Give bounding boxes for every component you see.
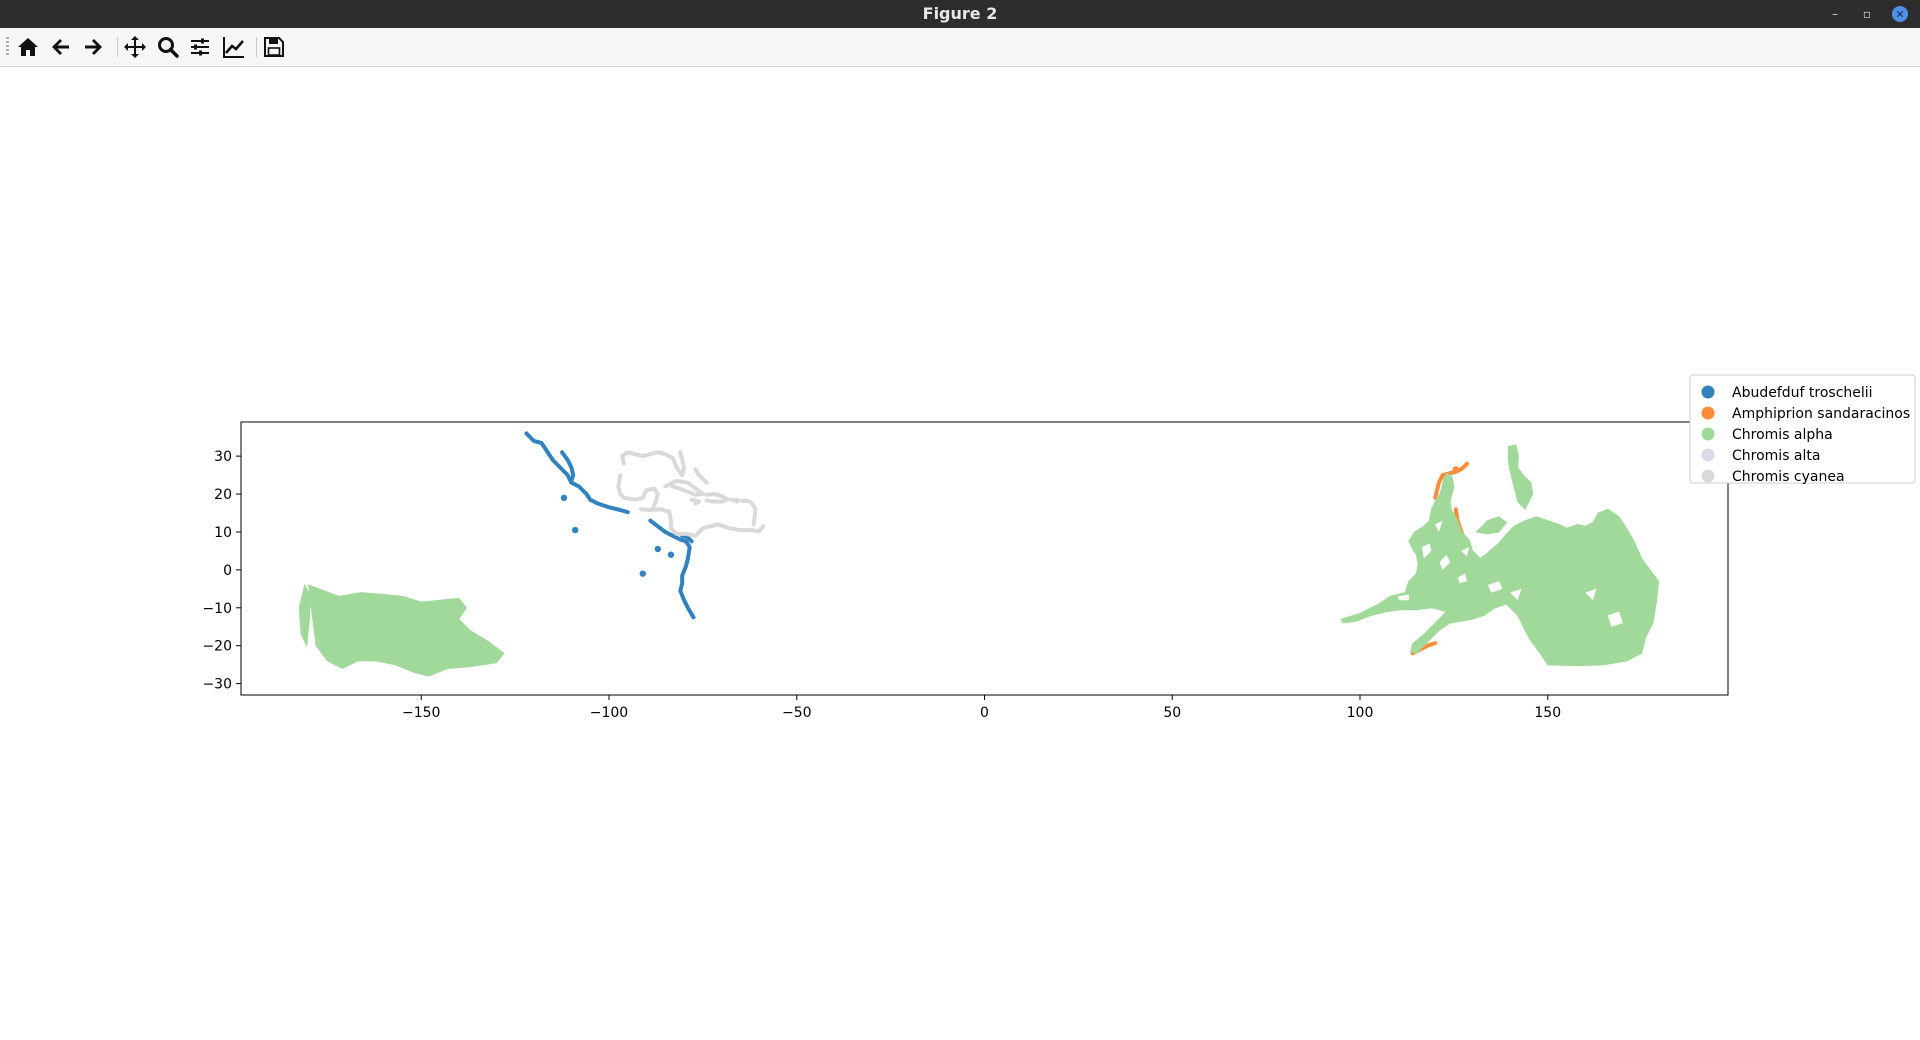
toolbar-separator (117, 37, 118, 57)
x-tick-label: −150 (402, 705, 440, 721)
home-button[interactable] (14, 33, 42, 61)
island-gap (1397, 594, 1409, 601)
island-gap (1439, 554, 1451, 570)
range-point (560, 494, 568, 502)
island-gap (1435, 520, 1443, 532)
range-coastline (729, 497, 741, 504)
y-tick-label: −30 (202, 677, 232, 693)
legend-label: Chromis cyanea (1732, 469, 1845, 485)
series-chromis-cyanea (616, 450, 765, 538)
legend-marker (1701, 469, 1715, 483)
series-chromis-alpha (298, 444, 1660, 677)
range-coastline (667, 509, 765, 538)
y-tick-label: 30 (214, 449, 232, 465)
toolbar-separator (256, 37, 257, 57)
save-icon (264, 37, 284, 57)
y-tick-label: −10 (202, 601, 232, 617)
home-icon (18, 38, 38, 56)
legend-label: Amphiprion sandaracinos (1732, 406, 1910, 422)
y-axis: −30 −20 −10 0 10 20 30 (202, 449, 241, 693)
island-gap (1510, 588, 1522, 601)
subplots-icon (191, 38, 209, 56)
island-gap (1585, 588, 1597, 601)
range-point (639, 570, 646, 577)
navigation-toolbar (0, 28, 1920, 67)
pan-icon (124, 36, 146, 58)
x-tick-label: −100 (590, 705, 628, 721)
forward-icon (85, 39, 102, 55)
range-polygon (298, 583, 312, 648)
island-gap (1375, 581, 1383, 589)
x-tick-label: 100 (1347, 705, 1374, 721)
window-titlebar: Figure 2 – ▫ ✕ (0, 0, 1920, 28)
back-button[interactable] (47, 33, 75, 61)
range-coastline (693, 467, 709, 485)
range-point (1452, 466, 1459, 473)
range-coastline (560, 450, 576, 483)
x-axis: −150 −100 −50 0 50 100 150 (402, 695, 1561, 721)
minimize-button[interactable]: – (1832, 7, 1838, 21)
range-coastline (663, 478, 705, 497)
save-button[interactable] (260, 33, 288, 61)
range-coastline (1433, 461, 1469, 500)
range-point (654, 545, 662, 553)
forward-button[interactable] (79, 33, 107, 61)
zoom-icon (158, 37, 179, 58)
x-tick-label: 0 (980, 705, 989, 721)
series-abudefduf-troschelii (524, 431, 696, 620)
range-coastline (648, 518, 696, 620)
range-polygon (1507, 444, 1534, 511)
legend-label: Chromis alta (1732, 448, 1820, 464)
island-gap (1487, 581, 1503, 593)
x-tick-label: −50 (782, 705, 812, 721)
range-coastline (616, 473, 660, 512)
back-icon (52, 39, 69, 55)
close-button[interactable]: ✕ (1887, 0, 1913, 28)
toolbar-grip[interactable] (6, 37, 9, 57)
range-polygon (1524, 554, 1564, 594)
legend-marker (1701, 385, 1715, 399)
legend-box (1689, 374, 1916, 484)
restore-button[interactable]: ▫ (1862, 7, 1872, 21)
legend-marker (1701, 427, 1715, 441)
zoom-button[interactable] (154, 33, 182, 61)
range-polygon (308, 584, 505, 677)
range-coastline (704, 492, 730, 504)
close-icon: ✕ (1892, 6, 1908, 22)
range-coastline (740, 498, 758, 527)
range-polygon (1475, 516, 1508, 535)
range-point (571, 526, 579, 534)
y-tick-label: −20 (202, 639, 232, 655)
range-polygon (1340, 472, 1660, 667)
legend-marker (1701, 406, 1715, 420)
edit-axes-icon (223, 37, 244, 58)
y-tick-label: 20 (214, 487, 232, 503)
legend-label: Abudefduf troschelii (1732, 385, 1873, 401)
configure-subplots-button[interactable] (186, 33, 214, 61)
range-coastline (689, 497, 702, 506)
edit-axes-button[interactable] (220, 33, 248, 61)
x-tick-label: 150 (1534, 705, 1561, 721)
x-tick-label: 50 (1163, 705, 1181, 721)
map-plot-area (298, 431, 1660, 677)
range-coastline (638, 507, 672, 515)
range-polygon (1565, 573, 1583, 590)
y-tick-label: 10 (214, 525, 232, 541)
range-coastline (620, 450, 687, 478)
island-gap (1422, 543, 1432, 559)
island-gap (1457, 573, 1467, 584)
pan-button[interactable] (121, 33, 149, 61)
range-polygon (1595, 538, 1624, 561)
y-tick-label: 0 (223, 563, 232, 579)
legend-label: Chromis alpha (1732, 427, 1833, 443)
range-coastline (680, 533, 694, 544)
range-point (667, 551, 675, 558)
legend: Abudefduf troschelii Amphiprion sandaraci… (1689, 374, 1916, 485)
legend-marker (1701, 448, 1715, 462)
island-gap (1607, 611, 1623, 627)
island-gap (1461, 547, 1469, 557)
island-gaps (1375, 520, 1623, 627)
window-title: Figure 2 (922, 4, 998, 23)
